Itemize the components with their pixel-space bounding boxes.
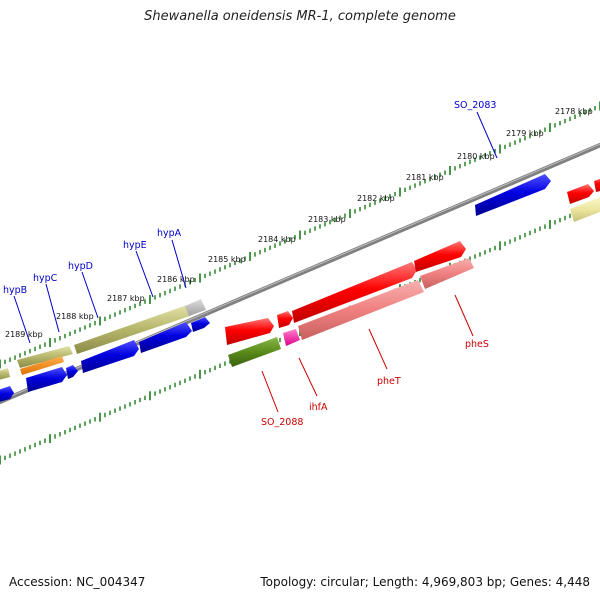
- scale-tick-label: 2182 kbp: [357, 194, 395, 203]
- accession-text: Accession: NC_004347: [9, 575, 146, 589]
- gene-hype[interactable]: [139, 322, 192, 353]
- gene-phet[interactable]: [292, 262, 417, 323]
- gene-olive-gray-end[interactable]: [185, 299, 206, 316]
- gene-hypb[interactable]: [0, 386, 14, 403]
- gene-olive-edge[interactable]: [0, 368, 10, 381]
- map-title: Shewanella oneidensis MR-1, complete gen…: [144, 9, 456, 24]
- scale-tick-label: 2183 kbp: [308, 215, 346, 224]
- label-phet: pheT: [377, 376, 401, 387]
- gene-hypc[interactable]: [26, 367, 67, 392]
- upper-tick-row: [0, 101, 600, 369]
- label-so2083: SO_2083: [454, 100, 496, 111]
- label-hypc: hypC: [33, 273, 58, 284]
- scale-tick-label: 2181 kbp: [406, 173, 444, 182]
- genome-summary: Topology: circular; Length: 4,969,803 bp…: [260, 575, 590, 589]
- gene-red-tiny[interactable]: [277, 311, 293, 328]
- gene-red-small[interactable]: [225, 318, 274, 345]
- scale-tick-label: 2184 kbp: [258, 235, 296, 244]
- label-hypd: hypD: [68, 261, 93, 272]
- label-leader-lines: [13, 111, 498, 413]
- scale-labels: 2178 kbp 2179 kbp 2180 kbp 2181 kbp 2182 kbp…: [5, 107, 593, 339]
- gene-paleyellow-right[interactable]: [570, 197, 600, 222]
- scale-tick-label: 2188 kbp: [56, 312, 94, 321]
- gene-phes[interactable]: [414, 241, 466, 272]
- gene-red-right-edge[interactable]: [594, 177, 600, 192]
- gene-red-right[interactable]: [567, 184, 594, 204]
- forward-strand-features: [225, 177, 600, 367]
- scale-tick-label: 2185 kbp: [208, 255, 246, 264]
- label-so2088: SO_2088: [261, 417, 303, 428]
- gene-phet-pink[interactable]: [298, 280, 424, 340]
- scale-tick-label: 2180 kbp: [457, 152, 495, 161]
- gene-hypd[interactable]: [81, 340, 139, 373]
- scale-tick-label: 2187 kbp: [107, 294, 145, 303]
- gene-olive-long[interactable]: [74, 305, 190, 354]
- reverse-strand-features: [0, 174, 551, 403]
- label-ihfa: ihfA: [309, 402, 328, 413]
- gene-ihfa[interactable]: [283, 329, 300, 346]
- label-hype: hypE: [123, 240, 147, 251]
- gene-orange[interactable]: [20, 356, 64, 375]
- gene-hypa[interactable]: [191, 317, 210, 332]
- scale-tick-label: 2186 kbp: [157, 275, 195, 284]
- label-phes: pheS: [465, 339, 489, 350]
- label-hypa: hypA: [157, 228, 182, 239]
- gene-so2083[interactable]: [475, 174, 551, 216]
- scale-tick-label: 2189 kbp: [5, 330, 43, 339]
- gene-olive-left[interactable]: [17, 346, 73, 368]
- gene-hypc-small[interactable]: [66, 365, 78, 379]
- gene-so2088[interactable]: [228, 337, 281, 367]
- scale-tick-label: 2179 kbp: [506, 129, 544, 138]
- scale-tick-label: 2178 kbp: [555, 107, 593, 116]
- gene-phes-pink[interactable]: [420, 258, 474, 289]
- label-hypb: hypB: [3, 285, 27, 296]
